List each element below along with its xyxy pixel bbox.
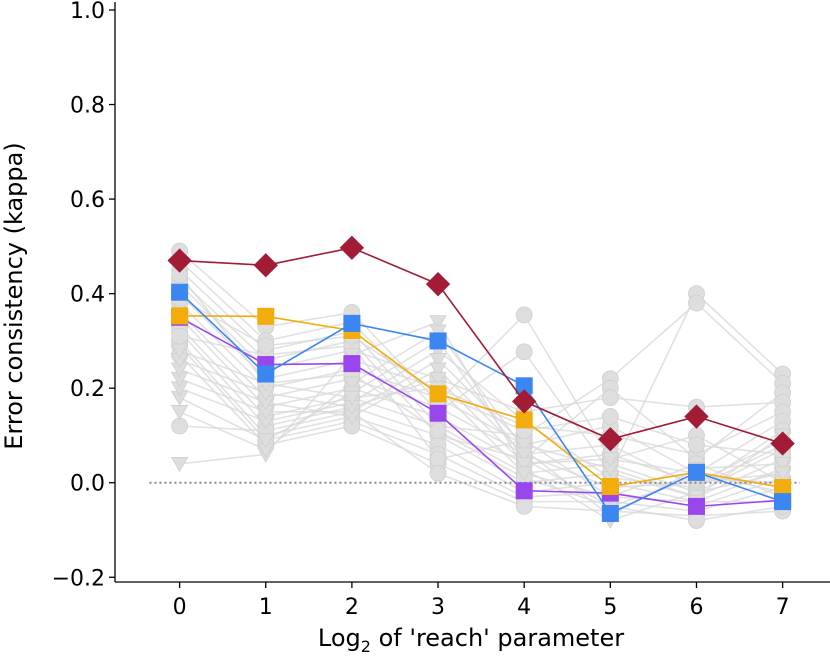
series-blue-point	[515, 377, 533, 395]
highlighted-series-layer	[167, 235, 795, 522]
series-blue-point	[257, 365, 275, 383]
background-data-point	[515, 343, 533, 361]
background-data-point	[601, 452, 620, 468]
series-blue-point	[171, 283, 189, 301]
series-blue-point	[774, 493, 792, 511]
series-purple-point	[515, 482, 533, 500]
series-purple-point	[687, 497, 705, 515]
background-data-point	[170, 405, 189, 421]
series-red-point	[167, 248, 192, 273]
background-series-line	[179, 368, 783, 489]
series-blue-line	[179, 291, 783, 515]
series-purple-point	[429, 404, 447, 422]
background-data-point	[429, 371, 447, 388]
y-tick-label: 0.2	[70, 377, 105, 402]
series-red-point	[770, 431, 795, 456]
background-series-line	[179, 349, 783, 489]
series-red-point	[425, 272, 451, 297]
background-data-point	[429, 464, 447, 482]
y-tick-label: 0.6	[70, 188, 105, 213]
x-tick-label: 6	[689, 595, 703, 620]
background-data-point	[343, 376, 361, 392]
background-series-line	[179, 410, 783, 517]
background-data-point	[515, 306, 533, 324]
background-data-point	[171, 327, 189, 345]
series-red-line	[179, 246, 783, 445]
background-series-line	[179, 359, 783, 493]
series-orange-point	[515, 411, 533, 429]
background-data-point	[429, 315, 447, 331]
background-data-point	[773, 457, 792, 473]
x-tick-label: 4	[517, 595, 531, 620]
x-tick-label: 1	[259, 595, 273, 620]
y-tick-label: −0.2	[52, 566, 105, 591]
series-blue	[171, 283, 792, 522]
background-data-point	[429, 353, 447, 369]
background-series-layer	[170, 242, 792, 529]
series-orange-line	[179, 315, 783, 489]
x-tick-label: 2	[345, 595, 359, 620]
series-orange-point	[774, 478, 792, 496]
background-data-point	[343, 390, 361, 407]
background-data-point	[515, 497, 533, 515]
x-axis-label-rest: of 'reach' parameter	[371, 624, 624, 652]
series-red-point	[339, 235, 365, 260]
background-data-point	[257, 337, 275, 355]
x-tick-label: 5	[603, 595, 617, 620]
background-series-line	[179, 330, 783, 517]
series-orange-point	[257, 307, 275, 325]
background-series-line	[179, 259, 784, 475]
series-blue-point	[687, 463, 705, 481]
series-red-point	[253, 253, 278, 278]
series-blue-point	[601, 504, 619, 522]
background-data-point	[429, 362, 447, 378]
background-series-line	[179, 278, 784, 461]
x-axis-label-subscript: 2	[361, 637, 371, 656]
background-data-point	[773, 466, 792, 482]
background-data-point	[170, 343, 189, 359]
background-data-point	[688, 436, 705, 454]
x-tick-label: 0	[173, 595, 187, 620]
series-orange-point	[171, 307, 189, 325]
background-data-point	[601, 408, 619, 425]
series-purple-line	[179, 316, 783, 508]
background-series-line	[179, 349, 783, 503]
x-tick-label: 7	[776, 595, 790, 620]
series-red	[167, 235, 795, 456]
background-data-point	[515, 457, 533, 473]
x-axis-label: Log2 of 'reach' parameter	[318, 624, 624, 656]
x-axis-label-main: Log	[318, 624, 361, 652]
y-tick-label: 0.0	[70, 472, 105, 497]
series-blue-point	[429, 332, 447, 350]
series-red-point	[684, 404, 709, 429]
background-data-point	[170, 457, 189, 473]
series-orange-point	[429, 385, 447, 403]
axes: −0.2 0.0 0.2 0.4 0.6 0.8 1.0 0 1 2 3 4 5 6 7	[52, 0, 830, 620]
background-series-line	[178, 274, 783, 522]
background-data-point	[601, 389, 619, 407]
background-series-line	[179, 358, 784, 498]
series-purple-point	[343, 355, 361, 373]
background-data-point	[515, 438, 533, 454]
background-data-point	[688, 512, 705, 529]
background-data-point	[429, 324, 447, 340]
background-data-point	[688, 294, 705, 312]
y-tick-label: 0.8	[70, 94, 105, 119]
x-tick-label: 3	[431, 595, 445, 620]
background-data-point	[429, 422, 447, 440]
y-tick-label: 0.4	[70, 283, 105, 308]
background-series-line	[179, 335, 783, 498]
background-data-point	[429, 450, 447, 468]
y-axis-label: Error consistency (kappa)	[0, 142, 28, 449]
series-blue-point	[343, 314, 361, 332]
background-data-point	[257, 433, 275, 449]
background-data-point	[515, 447, 533, 463]
series-orange-point	[601, 478, 619, 496]
background-data-point	[515, 466, 533, 482]
background-data-point	[171, 417, 189, 435]
series-red-point	[512, 389, 537, 414]
y-tick-label: 1.0	[70, 0, 105, 24]
series-red-point	[598, 427, 623, 452]
